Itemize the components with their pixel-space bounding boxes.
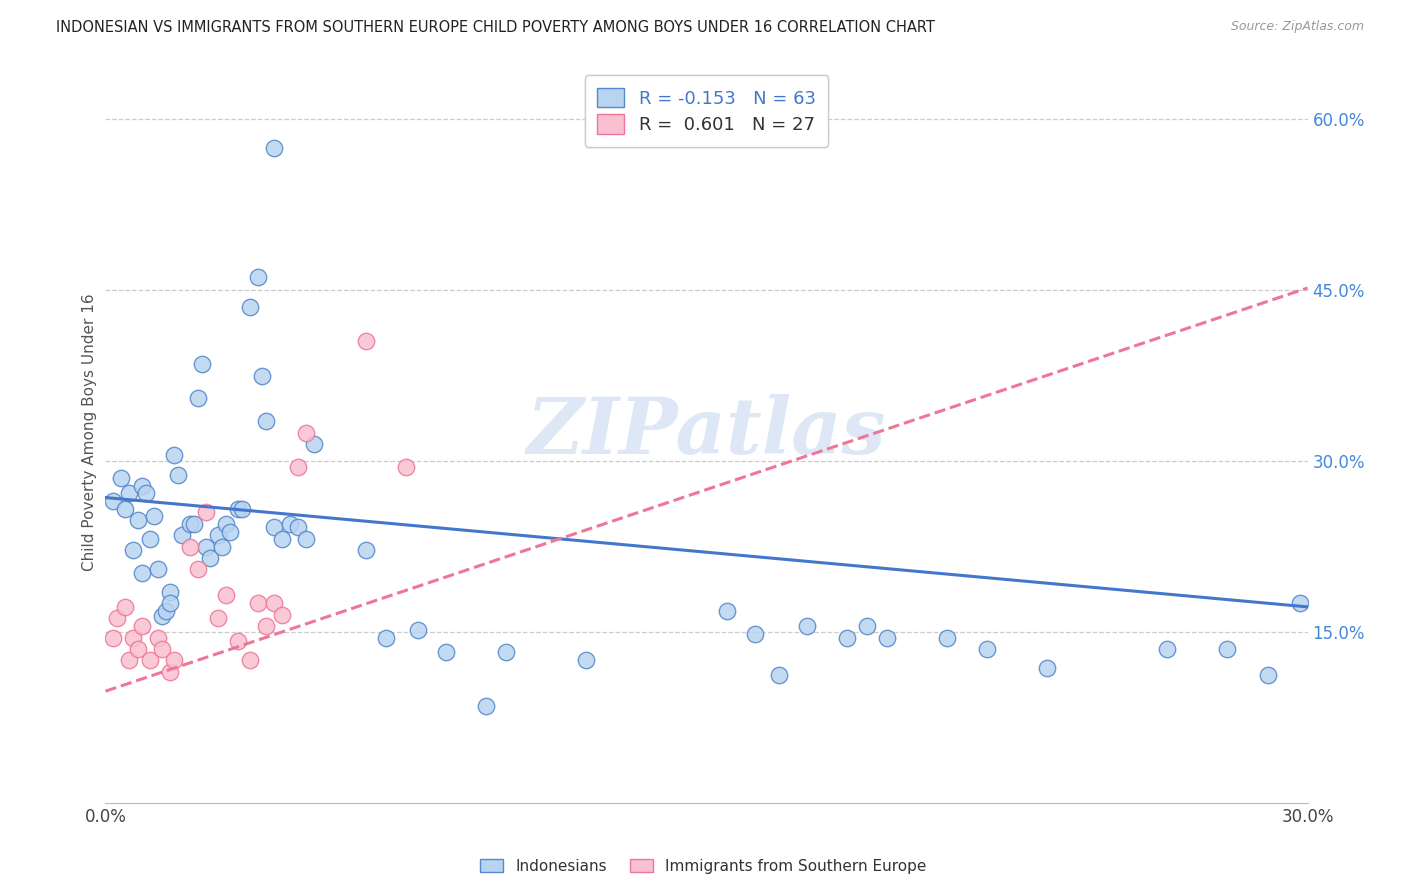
Point [250,368,273,383]
Point [150,642,173,657]
Point [239,301,262,315]
Point [194,505,217,519]
Point [207,611,229,625]
Point [270,532,292,546]
Point [1288,597,1310,611]
Point [395,459,418,474]
Point [162,449,184,463]
Point [475,698,498,713]
Point [122,631,145,645]
Point [131,566,153,580]
Point [127,513,149,527]
Point [179,540,201,554]
Point [198,550,221,565]
Point [190,357,212,371]
Point [495,645,517,659]
Point [159,585,181,599]
Point [876,631,898,645]
Point [118,486,141,500]
Point [146,631,169,645]
Point [278,516,301,531]
Point [226,634,249,648]
Point [110,471,132,485]
Point [166,467,188,482]
Point [118,653,141,667]
Point [246,269,269,284]
Point [131,619,153,633]
Point [214,516,236,531]
Point [744,627,766,641]
Point [976,642,998,657]
Point [936,631,959,645]
Point [270,607,292,622]
Point [254,619,277,633]
Point [302,437,325,451]
Legend: R = -0.153   N = 63, R =  0.601   N = 27: R = -0.153 N = 63, R = 0.601 N = 27 [585,75,828,146]
Point [231,502,253,516]
Point [855,619,877,633]
Point [768,668,790,682]
Text: Source: ZipAtlas.com: Source: ZipAtlas.com [1230,20,1364,33]
Point [103,631,125,645]
Point [179,516,201,531]
Point [1156,642,1178,657]
Point [159,665,181,679]
Point [138,653,160,667]
Point [575,653,598,667]
Point [187,392,209,406]
Point [194,540,217,554]
Point [354,334,377,349]
Point [114,599,136,614]
Point [107,611,129,625]
Point [162,653,184,667]
Point [226,502,249,516]
Point [187,562,209,576]
Point [263,520,285,534]
Point [135,486,157,500]
Point [1257,668,1279,682]
Point [122,543,145,558]
Point [170,528,193,542]
Point [183,516,205,531]
Text: INDONESIAN VS IMMIGRANTS FROM SOUTHERN EUROPE CHILD POVERTY AMONG BOYS UNDER 16 : INDONESIAN VS IMMIGRANTS FROM SOUTHERN E… [56,20,935,35]
Text: ZIPatlas: ZIPatlas [527,394,886,471]
Point [716,604,738,618]
Point [214,589,236,603]
Point [287,459,309,474]
Point [103,494,125,508]
Point [254,414,277,428]
Point [796,619,818,633]
Point [207,528,229,542]
Point [434,645,457,659]
Point [142,508,165,523]
Point [218,524,240,539]
Point [146,562,169,576]
Point [127,642,149,657]
Point [835,631,858,645]
Point [1216,642,1239,657]
Point [263,141,285,155]
Point [155,604,177,618]
Point [159,597,181,611]
Point [406,623,429,637]
Point [295,425,318,440]
Point [295,532,318,546]
Y-axis label: Child Poverty Among Boys Under 16: Child Poverty Among Boys Under 16 [82,293,97,572]
Point [263,597,285,611]
Point [239,653,262,667]
Point [138,532,160,546]
Point [374,631,398,645]
Point [1036,661,1059,675]
Point [287,520,309,534]
Point [150,609,173,624]
Point [246,597,269,611]
Point [114,502,136,516]
Point [354,543,377,558]
Point [211,540,233,554]
Legend: Indonesians, Immigrants from Southern Europe: Indonesians, Immigrants from Southern Eu… [474,853,932,880]
Point [131,479,153,493]
